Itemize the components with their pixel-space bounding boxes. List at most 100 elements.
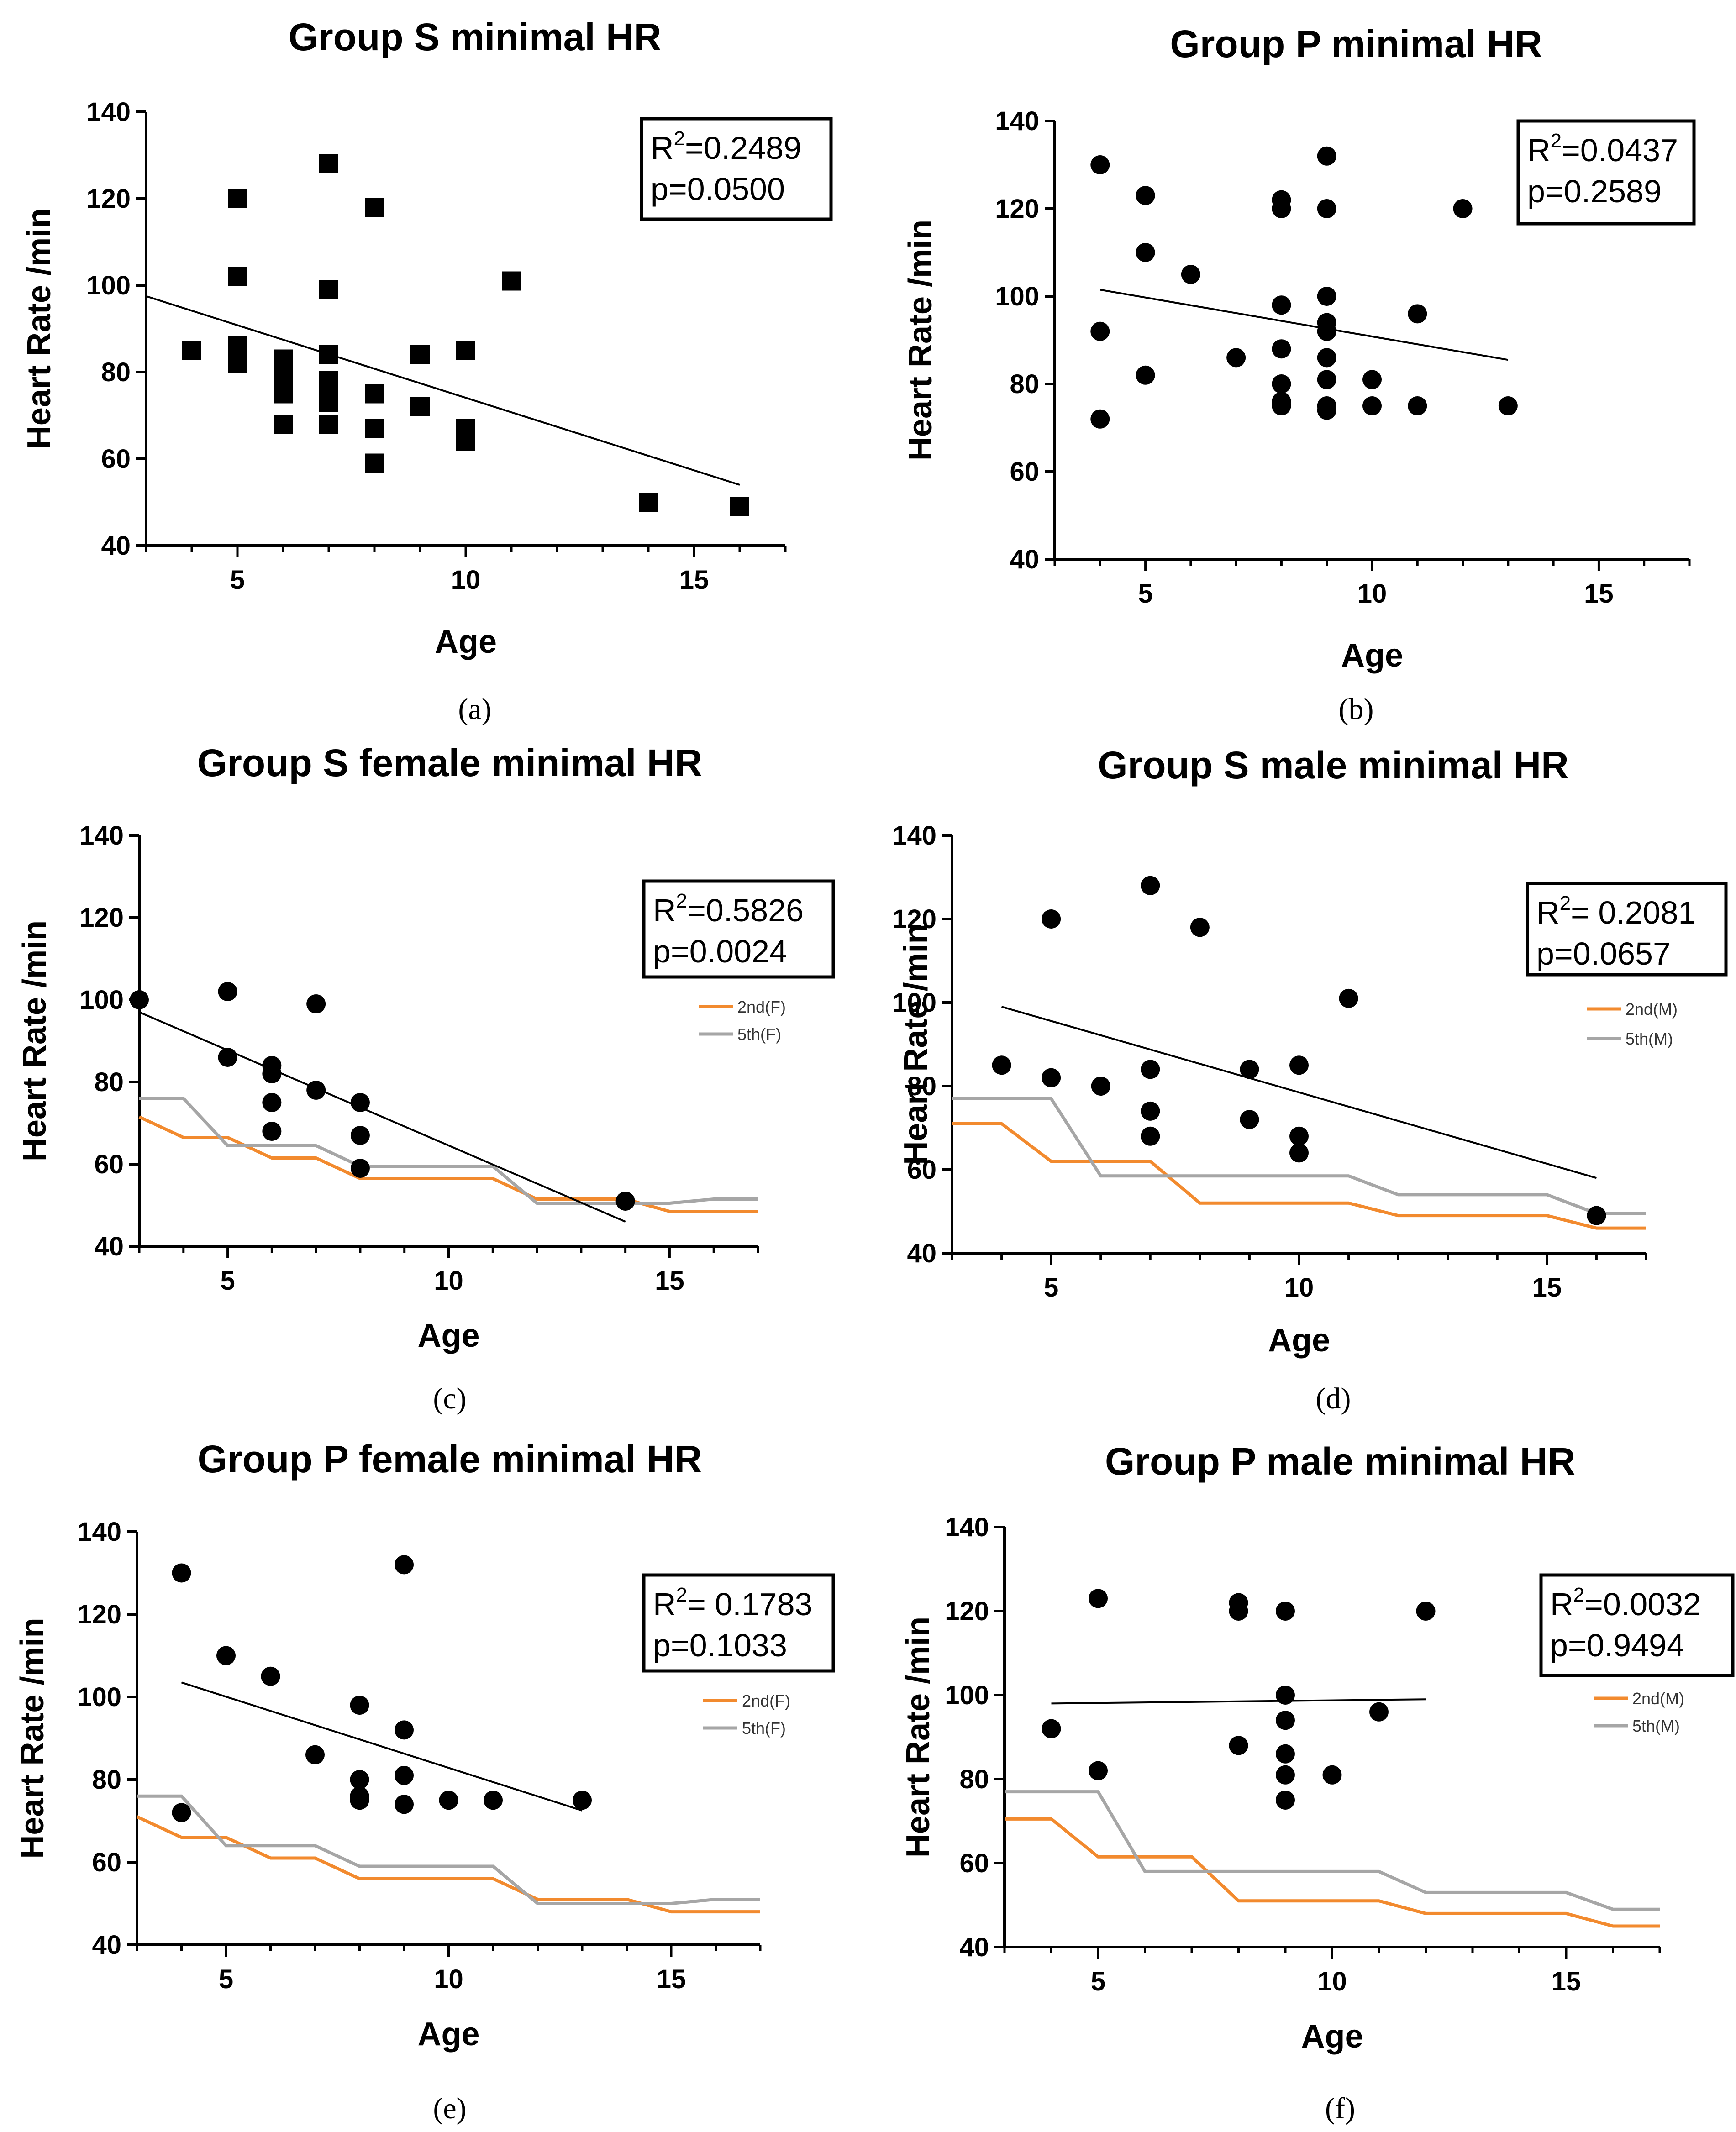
x-tick-label: 15 — [655, 1266, 684, 1296]
chart-panel-e: Group P female minimal HR 40 60 80 100 120 140… — [14, 1438, 835, 2125]
data-point — [1090, 409, 1110, 429]
y-tick-label: 60 — [907, 1155, 936, 1185]
data-point — [1090, 321, 1110, 341]
superscript-two: 2 — [1551, 130, 1562, 152]
data-point — [1322, 1765, 1342, 1785]
x-tick-label: 10 — [434, 1964, 463, 1994]
reference-line-5th(F) — [139, 1097, 758, 1205]
panel-caption: (d) — [1316, 1382, 1351, 1415]
y-tick-label: 120 — [892, 904, 936, 934]
data-point — [1042, 1719, 1061, 1738]
data-point — [365, 419, 384, 438]
r-squared-value: =0.0032 — [1584, 1586, 1701, 1622]
data-point — [1272, 339, 1291, 359]
data-point — [262, 1122, 282, 1141]
y-tick-label: 140 — [892, 821, 936, 851]
y-tick-label: 100 — [86, 271, 131, 300]
data-point — [1240, 1060, 1259, 1079]
y-tick-label: 40 — [101, 531, 131, 561]
data-point — [395, 1720, 414, 1740]
data-point — [1136, 365, 1155, 385]
data-point — [306, 1081, 326, 1100]
stats-box — [1526, 882, 1728, 977]
data-point — [1276, 1765, 1295, 1785]
y-tick-label: 140 — [86, 97, 131, 127]
y-axis-label: Heart Rate /min — [21, 208, 58, 449]
data-point — [218, 982, 237, 1001]
data-point — [365, 384, 384, 404]
y-tick-label: 40 — [94, 1232, 124, 1261]
y-tick-label: 80 — [959, 1764, 989, 1794]
legend-label: 2nd(M) — [1626, 1000, 1678, 1019]
stats-box — [642, 879, 835, 979]
chart-title: Group P minimal HR — [1170, 22, 1542, 65]
y-tick-label: 80 — [92, 1765, 121, 1795]
data-point — [262, 1064, 282, 1083]
data-point — [274, 384, 293, 404]
panel-caption: (f) — [1325, 2092, 1355, 2125]
y-tick-label: 80 — [94, 1067, 124, 1097]
data-point — [1317, 146, 1336, 166]
data-point — [365, 198, 384, 217]
regression-line — [146, 295, 740, 486]
chart-panel-c: Group S female minimal HR 40 60 80 100 120 140… — [16, 741, 835, 1415]
data-point — [319, 345, 338, 364]
legend-label: 5th(F) — [737, 1025, 781, 1044]
data-point — [1362, 396, 1382, 415]
x-axis-label: Age — [1341, 637, 1403, 674]
data-point — [1317, 199, 1336, 218]
legend-label: 2nd(F) — [737, 998, 786, 1016]
regression-line — [139, 1011, 626, 1223]
x-tick-label: 15 — [1584, 579, 1614, 609]
chart-title: Group S minimal HR — [289, 16, 662, 58]
r-squared-symbol: R — [653, 1586, 676, 1622]
data-point — [456, 341, 475, 360]
x-tick-label: 5 — [230, 565, 245, 595]
data-point — [274, 367, 293, 386]
chart-panel-a: Group S minimal HR 40 60 80 100 120 140 5 10 15 Ag… — [21, 16, 833, 726]
data-point — [172, 1803, 191, 1822]
data-point — [274, 415, 293, 434]
chart-title: Group S male minimal HR — [1098, 744, 1569, 787]
data-point — [1317, 287, 1336, 306]
y-tick-label: 100 — [79, 985, 124, 1015]
data-point — [1369, 1702, 1389, 1722]
panels: Group S minimal HR 40 60 80 100 120 140 5 10 15 Ag… — [14, 16, 1735, 2125]
data-point — [1498, 396, 1518, 415]
x-tick-label: 5 — [219, 1964, 233, 1994]
data-point — [172, 1563, 191, 1583]
r-squared-label: R2=0.2489 — [651, 127, 801, 166]
data-point — [1276, 1791, 1295, 1810]
reference-line-5th(F) — [137, 1794, 760, 1905]
chart-title: Group P male minimal HR — [1105, 1440, 1575, 1483]
data-point — [1229, 1736, 1248, 1755]
panel-caption: (a) — [458, 693, 491, 726]
data-point — [216, 1646, 236, 1665]
data-point — [350, 1770, 369, 1789]
data-point — [218, 1048, 237, 1067]
data-point — [1276, 1711, 1295, 1730]
data-point — [1289, 1126, 1309, 1146]
r-squared-value: = 0.2081 — [1571, 895, 1696, 930]
data-point — [1276, 1602, 1295, 1621]
data-point — [1362, 370, 1382, 389]
data-point — [261, 1666, 280, 1686]
y-tick-label: 100 — [995, 282, 1039, 311]
r-squared-label: R2= 0.2081 — [1536, 892, 1696, 930]
data-point — [1272, 374, 1291, 394]
p-value-label: p=0.0500 — [651, 171, 785, 207]
data-point — [410, 345, 430, 364]
reference-line-2nd(M) — [1005, 1817, 1660, 1928]
y-tick-label: 60 — [959, 1848, 989, 1878]
x-tick-label: 5 — [1044, 1273, 1058, 1302]
data-point — [1408, 304, 1427, 324]
data-point — [1416, 1602, 1436, 1621]
panel-caption: (b) — [1339, 693, 1374, 726]
y-tick-label: 140 — [995, 106, 1039, 136]
panel-caption: (c) — [433, 1382, 466, 1415]
data-point — [1141, 1060, 1160, 1079]
data-point — [992, 1055, 1011, 1075]
data-point — [410, 397, 430, 416]
regression-line — [181, 1681, 583, 1812]
data-point — [350, 1791, 369, 1810]
